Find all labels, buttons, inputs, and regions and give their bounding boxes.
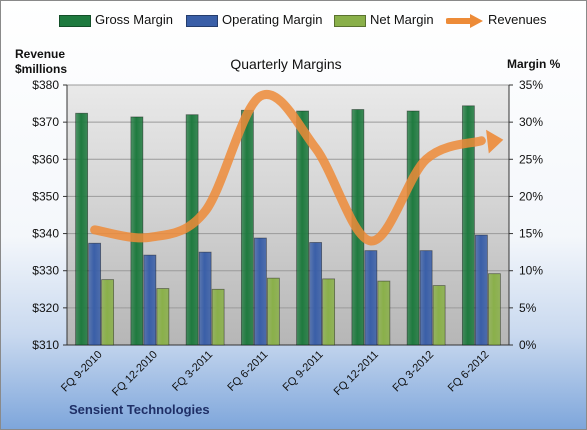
operating-margin-bar [309,242,323,346]
operating-margin-bar [419,250,433,346]
left-tick-label: $330 [32,264,59,278]
operating-margin-bar [253,237,267,346]
left-tick-label: $310 [32,338,59,352]
left-tick-label: $340 [32,227,59,241]
category-label: FQ 9-2011 [281,349,326,394]
net-margin-bar [156,288,170,346]
right-tick-label: 25% [519,152,543,166]
revenues-arrow-icon [446,13,483,28]
chart-title: Quarterly Margins [230,56,342,72]
gross-margin-bar [461,105,475,346]
gross-margin-bar [130,116,144,346]
operating-margin-bar [474,234,488,346]
legend-item-net-margin: Net Margin [334,12,434,27]
right-tick-label: 0% [519,338,537,352]
left-tick-label: $370 [32,115,59,129]
category-label: FQ 12-2011 [332,349,381,398]
left-axis-label-line2: $millions [15,62,68,76]
net-margin-bar [322,278,336,346]
gross-margin-bar [240,109,254,346]
right-axis-label: Margin % [507,57,561,71]
gross-margin-bar [296,110,310,346]
legend: Gross Margin Operating Margin Net Margin… [1,12,586,32]
left-tick-label: $380 [32,78,59,92]
gross-margin-bar [75,112,89,346]
category-label: FQ 6-2011 [225,349,270,394]
net-margin-bar [211,288,225,346]
legend-label-net-margin: Net Margin [370,12,434,27]
net-margin-bar [101,279,115,346]
right-tick-label: 30% [519,115,543,129]
revenues-arrowhead [486,129,504,154]
operating-margin-bar [143,254,157,346]
right-tick-label: 35% [519,78,543,92]
net-margin-bar [487,273,501,346]
legend-label-revenues: Revenues [488,12,547,27]
legend-label-gross-margin: Gross Margin [95,12,174,27]
operating-margin-bar [88,242,102,346]
right-tick-label: 20% [519,189,543,203]
legend-item-gross-margin: Gross Margin [59,12,173,27]
legend-label-operating-margin: Operating Margin [222,12,323,27]
category-label: FQ 6-2012 [446,349,492,395]
operating-margin-swatch [186,14,218,27]
left-tick-label: $320 [32,301,59,315]
category-label: FQ 9-2010 [59,349,105,395]
left-axis-label-line1: Revenue [15,47,66,61]
net-margin-bar [266,277,280,346]
right-tick-label: 10% [519,264,543,278]
gross-margin-swatch [59,14,91,27]
operating-margin-bar [198,251,212,346]
revenues-line [90,89,486,246]
category-label: FQ 3-2012 [391,349,437,395]
right-tick-label: 5% [519,301,537,315]
gross-margin-bar [406,110,420,346]
category-label: FQ 12-2010 [110,349,160,399]
left-tick-label: $350 [32,189,59,203]
category-label: FQ 3-2011 [170,349,215,394]
net-margin-bar [432,285,446,346]
net-margin-swatch [334,14,366,27]
net-margin-bar [377,280,391,346]
legend-item-revenues: Revenues [446,12,547,28]
left-tick-label: $360 [32,152,59,166]
legend-item-operating-margin: Operating Margin [186,12,322,27]
right-tick-label: 15% [519,227,543,241]
footer-company-name: Sensient Technologies [69,402,210,417]
operating-margin-bar [364,250,378,346]
